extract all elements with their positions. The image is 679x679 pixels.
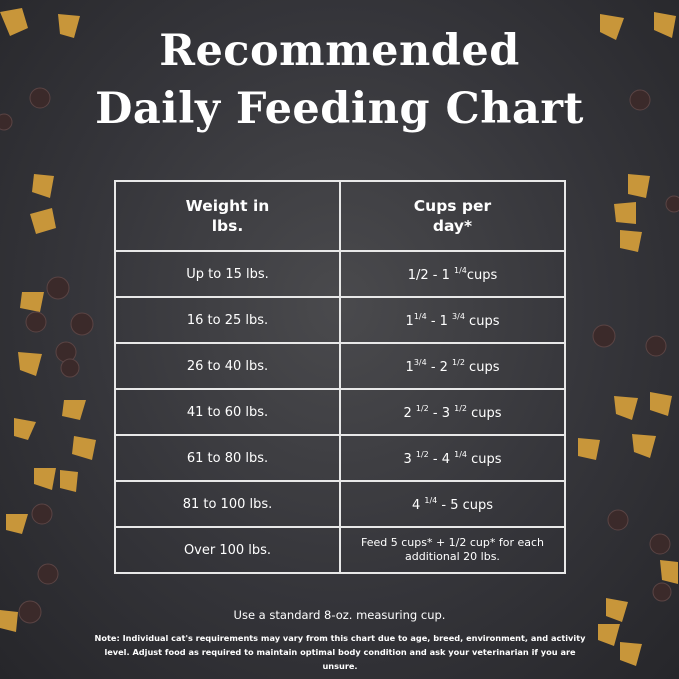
cups-fraction: 1/2	[452, 357, 465, 367]
cups-text: - 5 cups	[437, 497, 494, 513]
cups-fraction: 1/4	[424, 495, 438, 505]
cups-cell: 11/4 - 1 3/4 cups	[339, 296, 566, 344]
cups-text: 1/2 - 1	[407, 267, 454, 283]
cups-text: cups	[464, 359, 500, 375]
cups-text: cups	[466, 405, 502, 421]
cups-text: - 2	[426, 359, 453, 375]
weight-cell: 16 to 25 lbs.	[114, 296, 341, 344]
title-line: Daily Feeding Chart	[95, 84, 584, 134]
cups-cell: 2 1/2 - 3 1/2 cups	[339, 388, 566, 436]
cups-text: cups	[464, 313, 500, 329]
weight-cell: 41 to 60 lbs.	[114, 388, 341, 436]
column-header-text: Cups per day*	[413, 197, 497, 235]
cups-text: 1	[405, 359, 414, 375]
title-line: Recommended	[159, 26, 520, 76]
weight-cell: 61 to 80 lbs.	[114, 434, 341, 482]
cups-fraction: 1/4	[453, 265, 467, 275]
cups-fraction: 1/4	[413, 311, 427, 321]
table-row: 16 to 25 lbs. 11/4 - 1 3/4 cups	[114, 296, 566, 344]
cups-text: - 1	[426, 313, 453, 329]
column-header-text: Weight in lbs.	[185, 197, 275, 235]
cups-fraction: 1/2	[415, 403, 429, 413]
cups-cell: 13/4 - 2 1/2 cups	[339, 342, 566, 390]
cups-fraction: 1/2	[415, 449, 429, 459]
cups-cell: 3 1/2 - 4 1/4 cups	[339, 434, 566, 482]
table-row: 26 to 40 lbs. 13/4 - 2 1/2 cups	[114, 342, 566, 390]
column-header: Cups per day*	[339, 180, 566, 252]
cups-cell: 4 1/4 - 5 cups	[339, 480, 566, 528]
table-row: 41 to 60 lbs. 2 1/2 - 3 1/2 cups	[114, 388, 566, 436]
title: Recommended Daily Feeding Chart	[0, 22, 679, 138]
cups-text: - 3	[428, 405, 455, 421]
table-row: Over 100 lbs. Feed 5 cups* + 1/2 cup* for…	[114, 526, 566, 574]
table-row: Up to 15 lbs. 1/2 - 1 1/4cups	[114, 250, 566, 298]
cups-fraction: 3/4	[413, 357, 427, 367]
cups-text: 1	[405, 313, 414, 329]
note: Note: Individual cat's requirements may …	[94, 633, 586, 671]
weight-cell: Up to 15 lbs.	[114, 250, 341, 298]
feeding-table: Weight in lbs. Cups per day* Up to 15 lb…	[114, 180, 566, 574]
table-row: 61 to 80 lbs. 3 1/2 - 4 1/4 cups	[114, 434, 566, 482]
cups-text: 2	[403, 405, 416, 421]
cups-cell: 1/2 - 1 1/4cups	[339, 250, 566, 298]
cups-cell: Feed 5 cups* + 1/2 cup* for each additio…	[339, 526, 566, 574]
table-row: 81 to 100 lbs. 4 1/4 - 5 cups	[114, 480, 566, 528]
instruction: Use a standard 8-oz. measuring cup.	[233, 608, 446, 622]
cups-text: 3	[403, 451, 416, 467]
cups-text: cups	[466, 267, 498, 283]
column-header: Weight in lbs.	[114, 180, 341, 252]
weight-cell: 26 to 40 lbs.	[114, 342, 341, 390]
cups-fraction: 1/4	[454, 449, 467, 459]
cups-text: cups	[466, 451, 502, 467]
cups-text: Feed 5 cups* + 1/2 cup* for each additio…	[360, 536, 548, 563]
cups-fraction: 1/2	[454, 403, 467, 413]
cups-text: - 4	[428, 451, 455, 467]
weight-cell: Over 100 lbs.	[114, 526, 341, 574]
cups-fraction: 3/4	[452, 311, 465, 321]
cups-text: 4	[411, 497, 425, 513]
weight-cell: 81 to 100 lbs.	[114, 480, 341, 528]
